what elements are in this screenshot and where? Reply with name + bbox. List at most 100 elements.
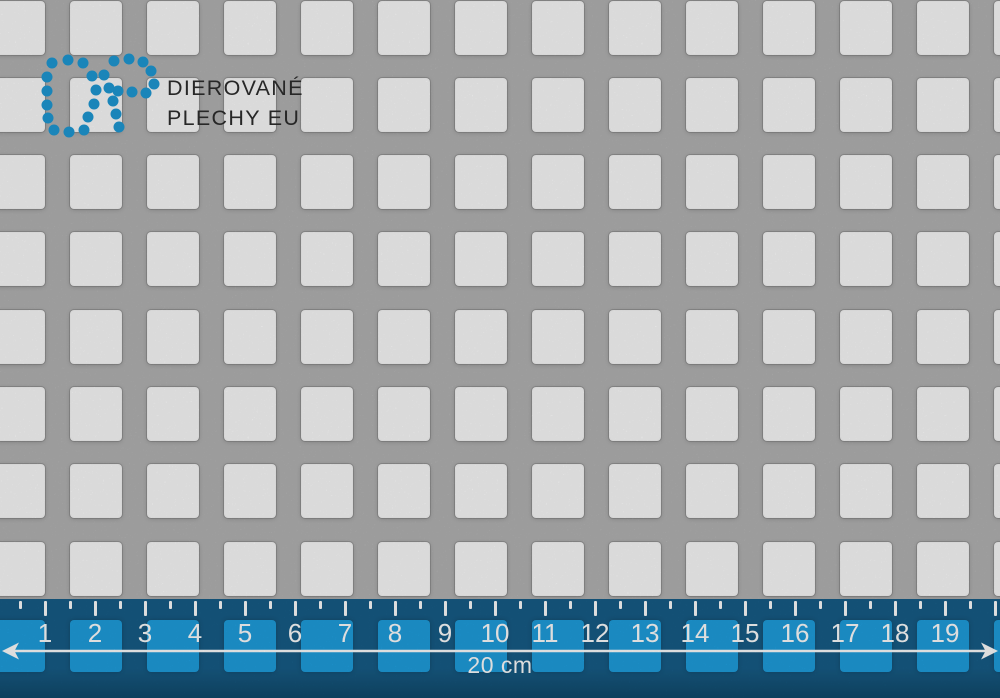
- perforation-hole: [609, 542, 661, 596]
- measure-label: 20 cm: [467, 652, 533, 678]
- perforation-hole: [0, 542, 45, 596]
- perforation-hole: [378, 464, 430, 518]
- ruler-tick-minor: [918, 601, 922, 609]
- perforation-hole: [686, 232, 738, 286]
- ruler-tick-major: [543, 601, 547, 616]
- perforation-hole: [0, 78, 45, 132]
- ruler-tick-minor: [618, 601, 622, 609]
- ruler-tick-minor: [218, 601, 222, 609]
- perforation-hole: [70, 155, 122, 209]
- ruler-tick-major: [643, 601, 647, 616]
- perforation-hole: [917, 78, 969, 132]
- perforation-hole: [609, 78, 661, 132]
- ruler-tick-major: [593, 601, 597, 616]
- logo-dot: [62, 54, 74, 66]
- perforation-hole: [70, 464, 122, 518]
- perforation-hole: [0, 310, 45, 364]
- ruler-tick-major: [193, 601, 197, 616]
- perforation-hole: [378, 232, 430, 286]
- perforation-hole: [532, 155, 584, 209]
- perforation-hole: [70, 1, 122, 55]
- perforation-hole: [609, 387, 661, 441]
- ruler-tick-major: [43, 601, 47, 616]
- ruler-tick-minor: [318, 601, 322, 609]
- perforation-hole: [0, 464, 45, 518]
- logo-wordmark-line2: PLECHY EU: [167, 106, 301, 130]
- ruler-tick-major: [793, 601, 797, 616]
- perforation-hole: [763, 78, 815, 132]
- perforation-hole: [840, 232, 892, 286]
- ruler-bar: 1 2 3 4 5 6 7 8 9 10 11 12 13 14 15 16 17 18 19 20 cm: [0, 599, 1000, 698]
- ruler-tick-minor: [518, 601, 522, 609]
- perforation-hole: [917, 1, 969, 55]
- perforation-hole: [840, 310, 892, 364]
- perforation-hole: [994, 464, 1000, 518]
- perforation-hole: [763, 310, 815, 364]
- perforation-hole: [224, 310, 276, 364]
- perforation-hole: [609, 1, 661, 55]
- perforation-hole: [455, 232, 507, 286]
- perforation-hole: [532, 387, 584, 441]
- perforation-hole: [532, 232, 584, 286]
- perforation-hole: [301, 1, 353, 55]
- perforation-hole: [609, 310, 661, 364]
- perforation-hole: [686, 1, 738, 55]
- ruler-tick-major: [993, 601, 997, 616]
- perforation-hole: [455, 155, 507, 209]
- ruler-tick-minor: [868, 601, 872, 609]
- logo-dot: [137, 56, 149, 68]
- perforation-hole: [301, 78, 353, 132]
- ruler-tick-minor: [718, 601, 722, 609]
- ruler-tick-major: [743, 601, 747, 616]
- ruler-tick-major: [93, 601, 97, 616]
- perforation-hole: [455, 542, 507, 596]
- perforation-hole: [378, 78, 430, 132]
- perforation-hole: [763, 1, 815, 55]
- perforation-hole: [147, 464, 199, 518]
- perforation-hole: [840, 387, 892, 441]
- perforation-hole: [301, 232, 353, 286]
- perforation-hole: [70, 310, 122, 364]
- perforation-hole: [147, 232, 199, 286]
- perforation-hole: [994, 78, 1000, 132]
- perforation-hole: [840, 155, 892, 209]
- perforation-hole: [532, 464, 584, 518]
- perforation-hole: [455, 78, 507, 132]
- perforation-hole: [224, 464, 276, 518]
- perforation-hole: [455, 1, 507, 55]
- ruler-tick-minor: [368, 601, 372, 609]
- perforation-hole: [917, 232, 969, 286]
- ruler-tick-major: [893, 601, 897, 616]
- perforation-hole: [378, 387, 430, 441]
- perforation-hole: [686, 464, 738, 518]
- perforation-hole: [917, 310, 969, 364]
- logo-dot: [46, 57, 58, 69]
- ruler-tick-minor: [168, 601, 172, 609]
- ruler-tick-major: [393, 601, 397, 616]
- perforation-hole: [994, 542, 1000, 596]
- perforation-hole: [917, 464, 969, 518]
- perforation-hole: [532, 78, 584, 132]
- ruler-tick-major: [343, 601, 347, 616]
- perforation-hole: [917, 387, 969, 441]
- perforation-hole: [378, 310, 430, 364]
- ruler-hole-tint: [994, 620, 1000, 672]
- ruler-tick-minor: [68, 601, 72, 609]
- perforation-hole: [70, 232, 122, 286]
- perforation-hole: [609, 232, 661, 286]
- ruler-tick-major: [293, 601, 297, 616]
- perforation-hole: [224, 155, 276, 209]
- perforation-hole: [840, 542, 892, 596]
- ruler-tick-minor: [818, 601, 822, 609]
- perforation-hole: [994, 1, 1000, 55]
- perforation-hole: [994, 387, 1000, 441]
- perforation-hole: [763, 542, 815, 596]
- logo-dot: [123, 53, 135, 65]
- ruler-tick-major: [143, 601, 147, 616]
- perforation-hole: [224, 1, 276, 55]
- perforation-hole: [301, 310, 353, 364]
- ruler-tick-minor: [668, 601, 672, 609]
- perforation-hole: [378, 1, 430, 55]
- ruler-tick-minor: [568, 601, 572, 609]
